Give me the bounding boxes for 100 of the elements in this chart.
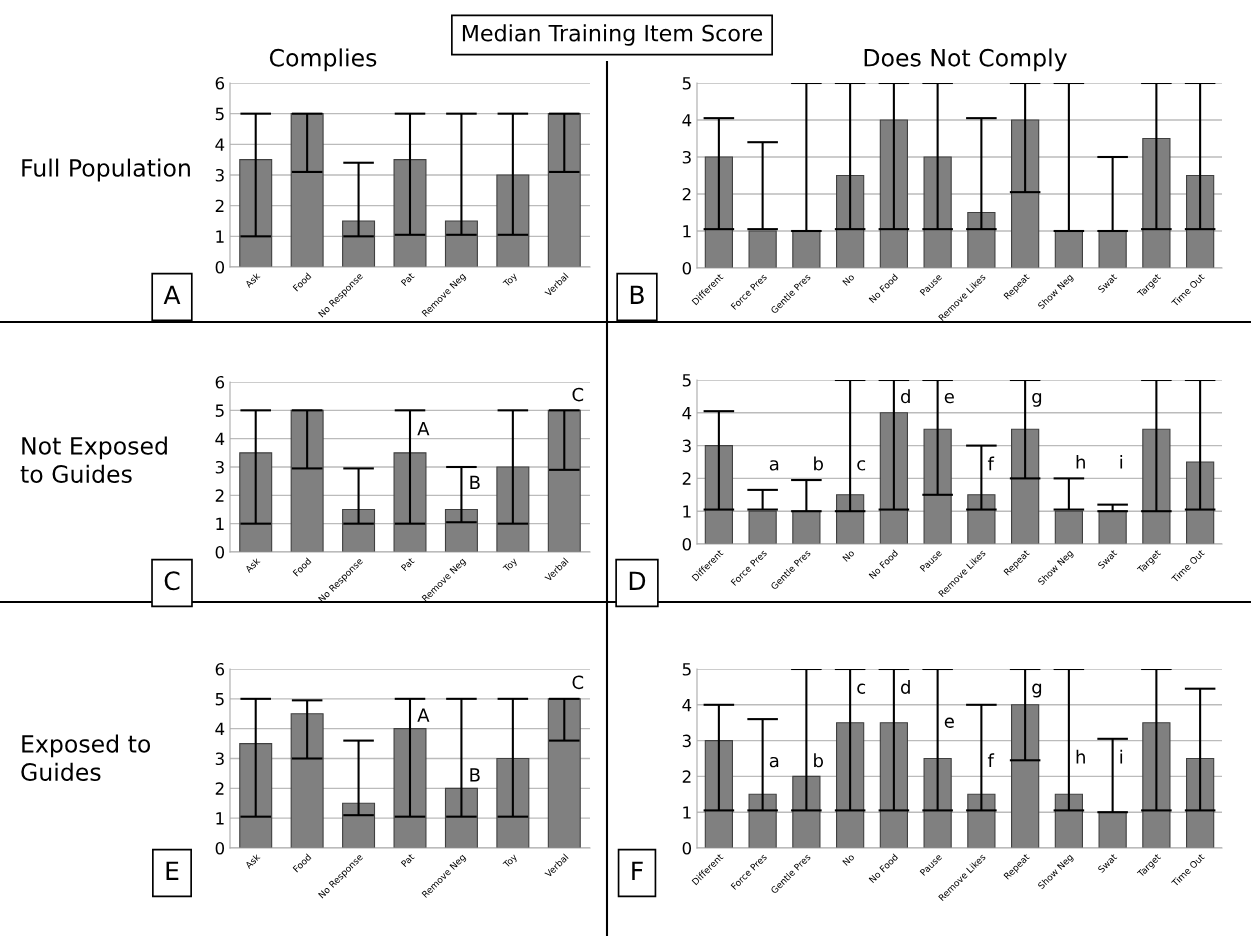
bar	[239, 452, 273, 552]
y-tick-label: 1	[216, 517, 224, 530]
y-tick-label: 1	[216, 812, 224, 825]
y-tick-label: 2	[215, 489, 224, 502]
bar	[547, 409, 581, 552]
annotation: e	[944, 717, 954, 728]
y-tick-label: 2	[682, 187, 691, 201]
bar	[239, 743, 273, 848]
y-tick-label: 6	[215, 662, 225, 676]
bar	[342, 802, 376, 848]
bar	[1054, 230, 1083, 268]
bar	[342, 220, 376, 267]
bar	[967, 494, 996, 544]
bar	[393, 452, 427, 552]
y-tick-label: 3	[682, 439, 691, 453]
annotation: c	[857, 683, 866, 694]
y-tick-label: 0	[215, 260, 225, 274]
text: C	[164, 571, 180, 591]
y-tick-label: 4	[215, 138, 225, 151]
bar	[290, 713, 324, 848]
x-tick-label: Pat	[400, 557, 415, 572]
y-tick-label: 1	[216, 230, 224, 243]
bar	[1054, 510, 1083, 544]
bar	[748, 510, 777, 544]
y-tick-label: 0	[215, 545, 225, 559]
y-tick-label: 0	[682, 537, 692, 551]
annotation: a	[769, 756, 779, 768]
y-tick-label: 5	[215, 404, 224, 417]
bar	[1054, 793, 1083, 848]
y-tick-label: 0	[682, 841, 692, 855]
bar	[1098, 230, 1127, 268]
bar	[836, 494, 865, 544]
x-tick-label: Ask	[244, 852, 261, 870]
bar	[1098, 510, 1127, 544]
y-tick-label: 1	[683, 225, 691, 238]
annotation: c	[857, 460, 866, 471]
bar	[836, 174, 865, 268]
bar	[239, 159, 273, 267]
x-tick-label: Ask	[244, 271, 261, 289]
annotation: C	[572, 675, 584, 690]
text: Not Exposed to Guides	[20, 436, 167, 483]
bar	[496, 174, 530, 267]
y-tick-label: 3	[215, 168, 224, 182]
y-tick-label: 4	[215, 722, 225, 735]
bar	[444, 508, 478, 552]
y-tick-label: 2	[215, 199, 224, 212]
y-tick-label: 5	[215, 107, 224, 121]
text: Median Training Item Score	[462, 24, 763, 46]
bar	[1011, 704, 1040, 848]
y-tick-label: 6	[215, 76, 225, 90]
annotation: e	[944, 392, 954, 404]
annotation: f	[987, 753, 995, 768]
annotation: g	[1032, 392, 1042, 407]
y-tick-label: 3	[682, 150, 691, 164]
y-tick-label: 4	[682, 114, 692, 127]
chart-title: Does Not Comply	[864, 48, 1067, 72]
y-tick-label: 5	[682, 77, 691, 90]
bar	[547, 113, 581, 267]
bar	[923, 757, 952, 848]
text: Full Population	[22, 158, 190, 182]
bar	[1186, 757, 1215, 848]
bar	[748, 793, 777, 848]
y-tick-label: 4	[682, 698, 692, 712]
text: D	[629, 571, 646, 590]
y-tick-label: 3	[215, 752, 224, 766]
y-tick-label: 5	[215, 693, 224, 706]
annotation: C	[572, 387, 584, 402]
bar	[1098, 811, 1127, 848]
annotation: b	[814, 753, 823, 768]
annotation: h	[1076, 454, 1085, 469]
y-tick-label: 6	[215, 375, 225, 389]
annotation: d	[901, 679, 910, 694]
bar	[923, 428, 952, 544]
bar	[704, 445, 733, 544]
bar	[704, 740, 733, 848]
x-tick-label: Ask	[244, 556, 261, 574]
y-tick-label: 1	[683, 806, 691, 819]
y-tick-label: 2	[215, 782, 224, 795]
annotation: A	[417, 421, 430, 436]
bar	[444, 787, 478, 848]
annotation: i	[1120, 454, 1123, 469]
bar	[393, 728, 427, 848]
bar	[792, 510, 821, 544]
y-tick-label: 2	[682, 770, 691, 783]
bar	[879, 722, 908, 848]
bar	[1142, 722, 1171, 848]
annotation: b	[814, 456, 823, 471]
bar	[879, 119, 908, 268]
annotation: B	[470, 475, 480, 489]
x-tick-label: Toy	[502, 272, 519, 289]
bar	[967, 793, 996, 848]
annotation: f	[987, 456, 995, 471]
y-tick-label: 4	[215, 432, 225, 445]
bar	[836, 722, 865, 848]
bar	[342, 508, 376, 552]
bar	[792, 775, 821, 848]
y-tick-label: 3	[215, 460, 224, 474]
y-tick-label: 5	[682, 663, 691, 676]
bar	[1186, 461, 1215, 544]
bar	[967, 211, 996, 268]
